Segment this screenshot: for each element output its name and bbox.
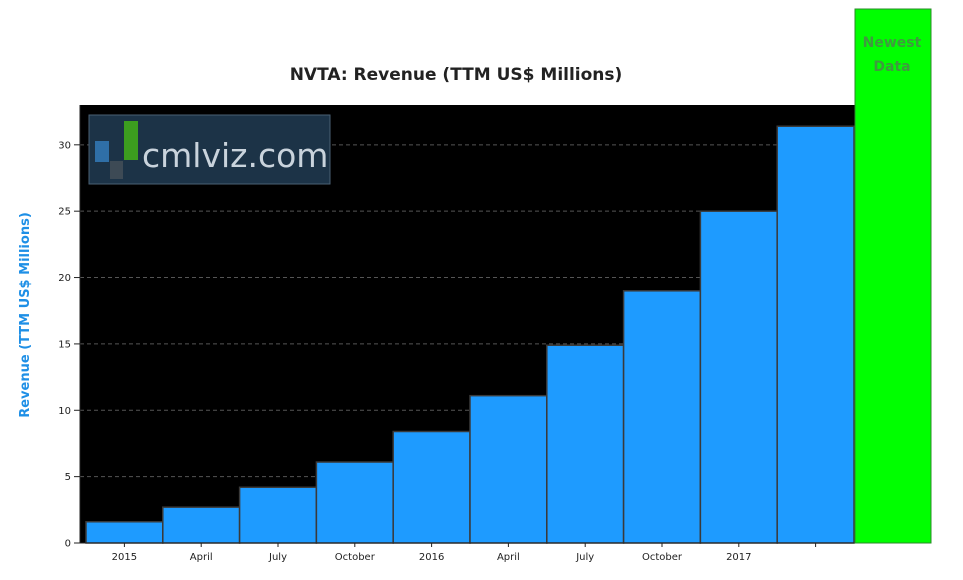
bar [238, 486, 318, 544]
x-axis-ticks: 2015 April July October 2016 April July October… [112, 543, 817, 563]
bar [776, 125, 855, 544]
y-tick-label: 20 [58, 273, 71, 284]
logo: cmlviz.com [88, 114, 331, 185]
bar [392, 430, 471, 544]
x-tick-label: October [642, 552, 683, 563]
y-tick-label: 5 [65, 472, 71, 483]
newest-label-line2: Data [873, 59, 910, 75]
bars [85, 125, 855, 544]
axes [79, 105, 855, 544]
y-tick-label: 25 [58, 207, 71, 218]
bar [622, 290, 702, 544]
logo-green-block-icon [124, 121, 138, 160]
newest-label-line1: Newest [863, 35, 922, 51]
x-tick-label: July [268, 552, 287, 563]
x-tick-label: 2015 [112, 552, 137, 563]
x-tick-label: 2017 [726, 552, 751, 563]
x-tick-label: 2016 [419, 552, 444, 563]
x-tick-label: April [190, 552, 213, 563]
logo-gray-block-icon [110, 161, 123, 179]
logo-text: cmlviz.com [142, 136, 328, 175]
newest-data-panel: Newest Data [854, 8, 932, 544]
chart-title: NVTA: Revenue (TTM US$ Millions) [290, 65, 623, 85]
bar [162, 506, 241, 544]
y-tick-label: 30 [58, 140, 71, 151]
bar [546, 344, 625, 544]
y-tick-label: 15 [58, 339, 71, 350]
bar [85, 521, 164, 544]
bar [315, 461, 394, 544]
gridlines [80, 144, 855, 478]
y-tick-label: 10 [58, 406, 71, 417]
logo-blue-block-icon [95, 141, 109, 162]
bar [469, 394, 548, 544]
bar [699, 210, 778, 544]
newest-data-background [854, 8, 932, 544]
x-tick-label: October [335, 552, 376, 563]
x-tick-label: July [575, 552, 594, 563]
y-axis-ticks: 0 5 10 15 20 25 30 [58, 140, 80, 550]
y-axis-title: Revenue (TTM US$ Millions) [18, 212, 33, 418]
x-tick-label: April [497, 552, 520, 563]
y-tick-label: 0 [65, 539, 71, 550]
